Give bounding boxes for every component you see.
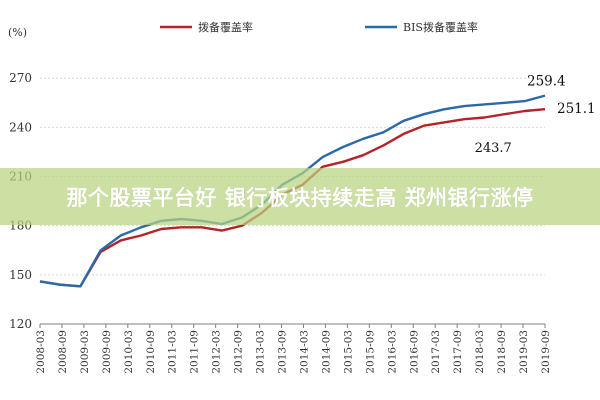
y-tick-label: 270 bbox=[9, 71, 32, 85]
x-tick-label: 2018-09 bbox=[496, 330, 508, 374]
x-tick-label: 2013-09 bbox=[277, 330, 289, 374]
banner-headline: 那个股票平台好 银行板块持续走高 郑州银行涨停 bbox=[66, 185, 534, 210]
data-annotation: 259.4 bbox=[527, 74, 566, 90]
x-tick-label: 2018-03 bbox=[474, 330, 486, 374]
x-tick-label: 2015-09 bbox=[364, 330, 376, 374]
x-tick-label: 2019-09 bbox=[540, 330, 552, 374]
x-tick-label: 2009-09 bbox=[101, 330, 113, 374]
x-tick-label: 2008-03 bbox=[35, 330, 47, 374]
x-tick-label: 2016-03 bbox=[386, 330, 398, 374]
x-tick-label: 2008-09 bbox=[57, 330, 69, 374]
x-tick-label: 2014-09 bbox=[320, 330, 332, 374]
x-tick-label: 2009-03 bbox=[79, 330, 91, 374]
legend-label: 拨备覆盖率 bbox=[198, 20, 253, 34]
x-tick-label: 2010-03 bbox=[123, 330, 135, 374]
y-tick-label: 120 bbox=[9, 317, 32, 331]
x-tick-label: 2011-09 bbox=[189, 330, 201, 374]
data-annotation: 243.7 bbox=[475, 141, 512, 156]
x-tick-label: 2019-03 bbox=[518, 330, 530, 374]
x-tick-label: 2012-03 bbox=[211, 330, 223, 374]
y-unit-label: (%) bbox=[8, 26, 27, 39]
y-tick-label: 150 bbox=[9, 268, 32, 282]
y-tick-label: 240 bbox=[9, 120, 32, 134]
x-tick-label: 2016-09 bbox=[408, 330, 420, 374]
x-tick-label: 2015-03 bbox=[342, 330, 354, 374]
x-tick-label: 2011-03 bbox=[167, 330, 179, 374]
x-tick-label: 2013-03 bbox=[255, 330, 267, 374]
x-tick-label: 2012-09 bbox=[233, 330, 245, 374]
legend-label: BIS拨备覆盖率 bbox=[403, 20, 478, 34]
x-tick-label: 2010-09 bbox=[145, 330, 157, 374]
data-annotation: 251.1 bbox=[557, 101, 596, 117]
overlay-banner: 那个股票平台好 银行板块持续走高 郑州银行涨停 bbox=[0, 168, 600, 225]
x-tick-label: 2017-03 bbox=[430, 330, 442, 374]
x-tick-label: 2017-09 bbox=[452, 330, 464, 374]
x-tick-label: 2014-03 bbox=[298, 330, 310, 374]
